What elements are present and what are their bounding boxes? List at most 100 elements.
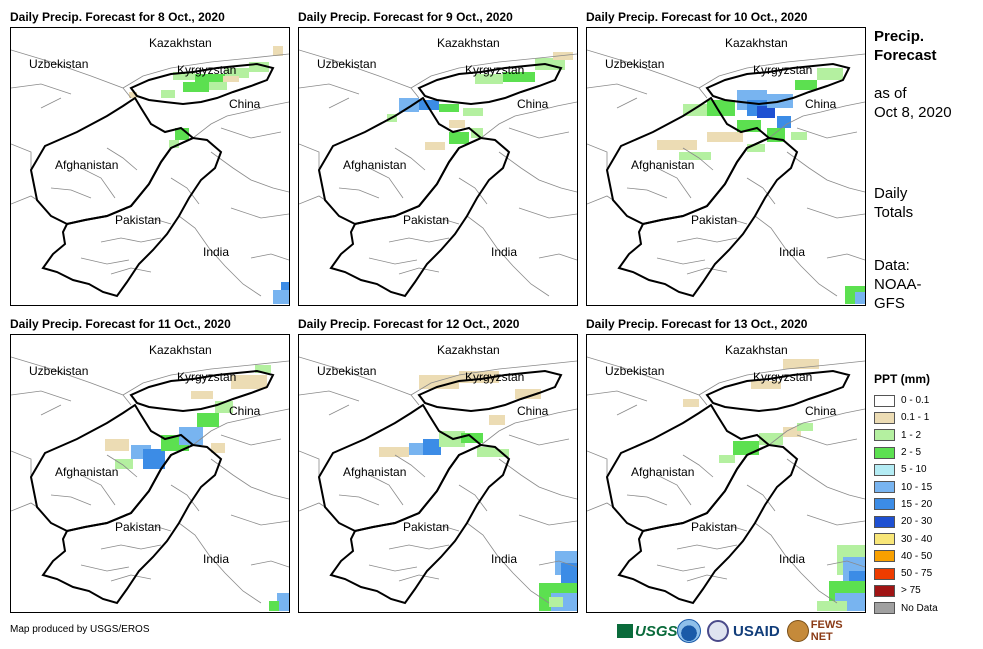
precip-cell (817, 601, 847, 611)
legend-label: 0 - 0.1 (901, 395, 930, 407)
admin-border (178, 522, 262, 604)
precip-cell (657, 140, 697, 150)
label-kyrgyzstan: Kyrgyzstan (753, 63, 812, 77)
precip-map: Kazakhstan Uzbekistan Kyrgyzstan China Afgha… (586, 334, 866, 613)
label-pakistan: Pakistan (403, 520, 449, 534)
precip-cell (281, 282, 289, 290)
label-afghanistan: Afghanistan (631, 465, 694, 479)
pakistan-border (329, 443, 511, 605)
precip-map: Kazakhstan Uzbekistan Kyrgyzstan China Afgha… (10, 334, 290, 613)
admin-border (466, 215, 550, 297)
precip-cell (791, 132, 807, 140)
precip-cell (439, 104, 459, 112)
admin-border (410, 360, 577, 396)
precip-cell (475, 74, 503, 84)
kyrgyzstan-border (129, 62, 275, 106)
precip-cell (777, 116, 791, 128)
precip-cell (795, 80, 817, 90)
admin-border (656, 454, 776, 572)
forecast-title-line2: Forecast (874, 47, 937, 64)
admin-border (299, 502, 326, 512)
admin-border (80, 147, 200, 265)
admin-border (11, 195, 38, 205)
legend-label: 20 - 30 (901, 516, 933, 528)
admin-border (122, 360, 289, 396)
label-pakistan: Pakistan (691, 213, 737, 227)
precip-cell (379, 447, 409, 457)
admin-border (698, 360, 865, 396)
precip-cell (169, 140, 179, 148)
legend-swatch (874, 411, 895, 424)
admin-border (786, 151, 865, 193)
precip-cell (209, 82, 227, 90)
label-kyrgyzstan: Kyrgyzstan (465, 63, 524, 77)
precip-cell (783, 359, 819, 369)
admin-border (480, 408, 577, 446)
admin-border (587, 83, 865, 261)
legend-item: 40 - 50 (874, 548, 938, 565)
label-uzbekistan: Uzbekistan (29, 57, 88, 71)
legend-label: 0.1 - 1 (901, 412, 930, 424)
fews-globe-icon (787, 620, 809, 642)
legend-title: PPT (mm) (874, 372, 931, 386)
precip-cell (471, 128, 483, 138)
admin-border (50, 494, 172, 582)
precip-cell (191, 391, 213, 399)
label-kazakhstan: Kazakhstan (725, 343, 788, 357)
precip-cell (477, 447, 497, 457)
label-kazakhstan: Kazakhstan (437, 343, 500, 357)
label-china: China (229, 97, 261, 111)
label-uzbekistan: Uzbekistan (29, 364, 88, 378)
precip-cell (231, 375, 267, 389)
admin-border (299, 195, 326, 205)
data-source-note: Data: NOAA- GFS (874, 256, 922, 313)
admin-border (11, 49, 132, 99)
precip-cell (419, 100, 439, 110)
precip-cell (751, 381, 781, 389)
precip-cell (757, 106, 775, 118)
label-china: China (517, 404, 549, 418)
precip-cell (549, 597, 563, 607)
admin-border (754, 215, 838, 297)
label-afghanistan: Afghanistan (55, 465, 118, 479)
label-china: China (229, 404, 261, 418)
legend-item: 5 - 10 (874, 461, 938, 478)
label-india: India (779, 552, 805, 566)
legend-item: > 75 (874, 582, 938, 599)
legend-label: 15 - 20 (901, 498, 933, 510)
data-line2: NOAA- (874, 276, 922, 293)
precip-cell (449, 120, 465, 128)
precip-cell (561, 563, 577, 583)
admin-border (587, 195, 614, 205)
legend-swatch (874, 533, 895, 546)
admin-border (410, 53, 577, 89)
label-india: India (491, 245, 517, 259)
pakistan-border (329, 136, 511, 298)
legend-swatch (874, 550, 895, 563)
seal-emblem-icon (707, 620, 729, 642)
pakistan-border (41, 136, 223, 298)
label-uzbekistan: Uzbekistan (317, 364, 376, 378)
admin-border (768, 408, 865, 446)
legend-swatch (874, 515, 895, 528)
admin-border (626, 494, 748, 582)
admin-border (626, 187, 748, 275)
daily-line2: Totals (874, 204, 914, 221)
precip-cell (269, 601, 279, 611)
legend-item: 10 - 15 (874, 478, 938, 495)
precip-map: Kazakhstan Uzbekistan Kyrgyzstan China Afgha… (298, 334, 578, 613)
precip-cell (225, 68, 249, 78)
admin-border (368, 147, 488, 265)
label-pakistan: Pakistan (115, 213, 161, 227)
admin-border (786, 458, 865, 500)
precip-cell (179, 427, 203, 445)
admin-border (11, 356, 132, 406)
admin-border (754, 522, 838, 604)
legend-label: 40 - 50 (901, 550, 933, 562)
precip-cell (129, 92, 137, 98)
label-uzbekistan: Uzbekistan (605, 57, 664, 71)
legend-item: 1 - 2 (874, 427, 938, 444)
precip-cell (249, 62, 269, 72)
precip-cell (419, 375, 459, 389)
legend-label: 5 - 10 (901, 464, 927, 476)
